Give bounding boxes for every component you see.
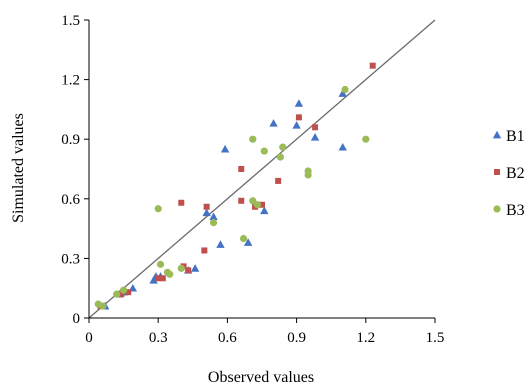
y-tick-label: 1.2 bbox=[61, 73, 80, 89]
y-axis-label: Simulated values bbox=[10, 113, 27, 223]
x-tick-label: 0 bbox=[85, 330, 93, 346]
y-tick-label: 1.5 bbox=[61, 13, 80, 29]
data-point-b1 bbox=[220, 144, 230, 153]
data-point-b2 bbox=[125, 289, 132, 296]
data-point-b3 bbox=[260, 147, 268, 155]
data-point-b1 bbox=[243, 238, 253, 246]
y-tick-label: 0.6 bbox=[61, 192, 80, 208]
data-points-layer bbox=[94, 62, 376, 310]
data-point-b2 bbox=[259, 201, 265, 208]
data-point-b3 bbox=[304, 171, 312, 179]
data-point-b3 bbox=[113, 290, 121, 298]
data-point-b1 bbox=[260, 206, 269, 215]
data-point-b1 bbox=[338, 89, 347, 97]
data-point-b2 bbox=[295, 114, 302, 121]
tick-labels-layer: 00 0.3 0.3 0.6 0.6 0.9 0.9 1.2 1.2 1.5 1.5 bbox=[61, 13, 444, 346]
x-tick-label: 0.6 bbox=[218, 330, 237, 346]
data-point-b2 bbox=[238, 166, 245, 172]
data-point-b3 bbox=[253, 201, 261, 209]
data-point-b2 bbox=[369, 62, 376, 69]
data-point-b1 bbox=[294, 99, 304, 107]
data-point-b1 bbox=[338, 142, 347, 151]
data-point-b1 bbox=[202, 208, 211, 217]
y-tick-label: 0.3 bbox=[61, 251, 80, 267]
x-tick-label: 0.3 bbox=[149, 330, 168, 346]
legend-marker-b3 bbox=[493, 205, 501, 213]
data-point-b2 bbox=[118, 291, 125, 298]
y-tick-label: 0 bbox=[73, 311, 81, 327]
data-point-b2 bbox=[159, 275, 166, 282]
data-point-b2 bbox=[185, 267, 192, 274]
reference-line-layer bbox=[88, 19, 436, 319]
data-point-b2 bbox=[178, 199, 185, 206]
data-point-b1 bbox=[292, 121, 301, 129]
legend-label-b3: B3 bbox=[506, 202, 525, 219]
data-point-b3 bbox=[239, 234, 248, 243]
data-point-b1 bbox=[269, 119, 278, 127]
data-point-b1 bbox=[310, 133, 320, 141]
data-point-b3 bbox=[154, 205, 162, 213]
data-point-b1 bbox=[216, 240, 225, 248]
data-point-b3 bbox=[120, 286, 128, 294]
data-point-b1 bbox=[209, 212, 218, 221]
legend: B1 B2 B3 bbox=[492, 128, 525, 219]
data-point-b2 bbox=[203, 203, 210, 210]
x-tick-label: 1.5 bbox=[426, 330, 445, 346]
data-point-b3 bbox=[341, 85, 349, 94]
data-point-b3 bbox=[276, 153, 285, 161]
x-tick-label: 1.2 bbox=[356, 330, 375, 346]
data-point-b3 bbox=[166, 270, 174, 278]
data-point-b3 bbox=[362, 135, 370, 143]
data-point-b2 bbox=[201, 247, 208, 254]
data-point-b1 bbox=[190, 264, 200, 272]
data-point-b2 bbox=[155, 275, 162, 282]
x-tick-label: 0.9 bbox=[287, 330, 306, 346]
legend-label-b2: B2 bbox=[506, 165, 525, 182]
reference-line-1-to-1 bbox=[88, 19, 436, 319]
legend-label-b1: B1 bbox=[506, 128, 525, 145]
axes-layer bbox=[84, 19, 436, 323]
y-tick-label: 0.9 bbox=[61, 132, 80, 148]
data-point-b3 bbox=[177, 264, 185, 272]
data-point-b3 bbox=[99, 302, 107, 310]
legend-marker-b1 bbox=[492, 130, 502, 139]
legend-marker-b2 bbox=[494, 169, 500, 175]
data-point-b3 bbox=[156, 260, 165, 268]
data-point-b2 bbox=[312, 124, 319, 131]
data-point-b1 bbox=[149, 276, 158, 284]
data-point-b3 bbox=[209, 219, 218, 227]
data-point-b3 bbox=[279, 143, 287, 151]
data-point-b2 bbox=[238, 197, 245, 204]
data-point-b3 bbox=[249, 135, 257, 143]
data-point-b2 bbox=[275, 177, 282, 184]
x-axis-label: Observed values bbox=[208, 369, 314, 385]
